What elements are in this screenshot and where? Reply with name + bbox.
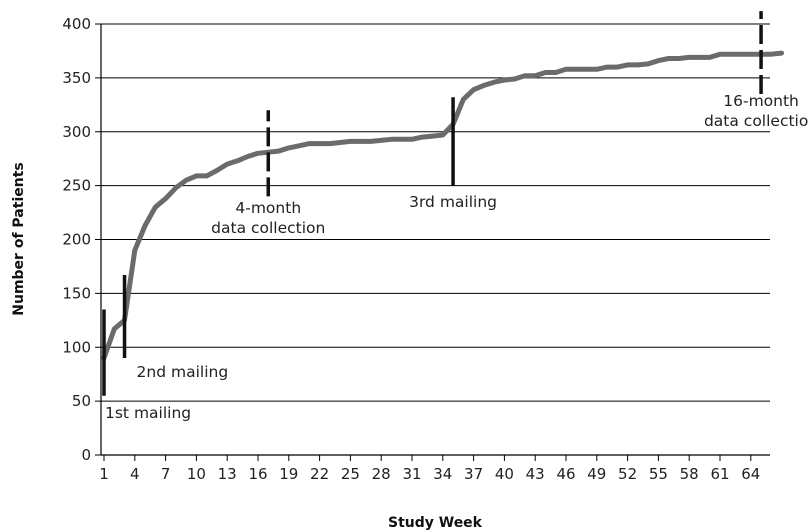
x-tick-label: 28 [372, 465, 391, 483]
y-tick-label: 0 [81, 446, 91, 464]
x-tick-label: 4 [130, 465, 140, 483]
x-tick-label: 64 [741, 465, 760, 483]
y-tick-labels: 0 50 100 150 200 250 300 350 400 [62, 15, 101, 464]
x-tick-label: 13 [218, 465, 237, 483]
y-tick-label: 300 [62, 123, 91, 141]
x-tick-label: 61 [710, 465, 729, 483]
annotation-label: 4-month [235, 199, 301, 217]
x-tick-label: 34 [433, 465, 452, 483]
x-tick-label: 43 [526, 465, 545, 483]
y-tick-label: 50 [72, 392, 91, 410]
y-tick-label: 350 [62, 69, 91, 87]
annotation-label: 16-month [723, 92, 799, 110]
gridlines [101, 23, 770, 402]
y-tick-label: 150 [62, 284, 91, 302]
annotation-label: 1st mailing [105, 404, 191, 422]
x-tick-label: 7 [161, 465, 171, 483]
x-tick-label: 52 [618, 465, 637, 483]
y-tick-label: 100 [62, 338, 91, 356]
annotation-label: 3rd mailing [409, 193, 497, 211]
x-tick-label: 40 [495, 465, 514, 483]
annotation-label: data collection [704, 112, 809, 130]
x-tick-label: 55 [649, 465, 668, 483]
x-tick-label: 58 [680, 465, 699, 483]
x-tick-label: 10 [187, 465, 206, 483]
x-tick-label: 16 [248, 465, 267, 483]
series-line [101, 50, 785, 361]
y-tick-label: 200 [62, 231, 91, 249]
x-tick-label: 19 [279, 465, 298, 483]
x-axis-title: Study Week [388, 515, 483, 531]
x-tick-label: 37 [464, 465, 483, 483]
annotation-label: data collection [211, 219, 325, 237]
x-tick-label: 46 [556, 465, 575, 483]
y-tick-label: 250 [62, 177, 91, 195]
annotations: 1st mailing 2nd mailing 4-month data collec… [102, 11, 809, 422]
annotation-label: 2nd mailing [137, 363, 229, 381]
x-tick-label: 31 [402, 465, 421, 483]
x-tick-label: 22 [310, 465, 329, 483]
x-tick-label: 49 [587, 465, 606, 483]
y-tick-label: 400 [62, 15, 91, 33]
x-tick-label: 1 [99, 465, 109, 483]
series [101, 50, 785, 361]
x-tick-label: 25 [341, 465, 360, 483]
x-tick-labels: 1 4 7 10 13 16 19 22 25 28 31 34 37 40 43 46 49 52 55 58 61 6… [99, 455, 760, 483]
y-axis-title: Number of Patients [11, 162, 27, 315]
